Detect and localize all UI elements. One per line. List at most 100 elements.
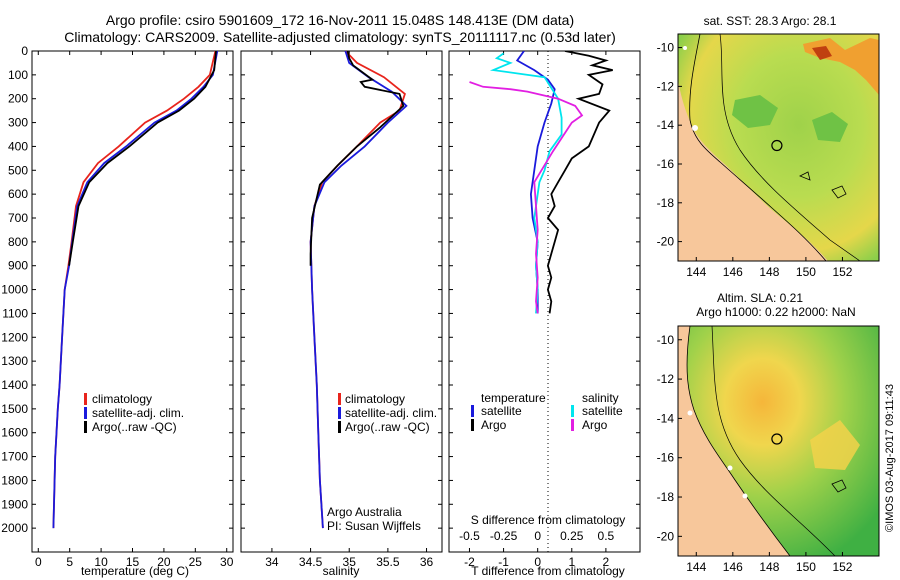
- s-tick-label: 0.25: [560, 529, 584, 543]
- sla-map-title-line-1: Altim. SLA: 0.21: [717, 291, 803, 305]
- sst-reef: [831, 185, 847, 199]
- map-x-tick-label: 146: [723, 560, 743, 574]
- map-y-tick-label: -18: [657, 196, 675, 210]
- series-line: [68, 51, 217, 266]
- y-tick-label: 200: [8, 92, 28, 106]
- sst-cool-patch: [732, 95, 778, 128]
- map-y-tick-label: -18: [657, 490, 675, 504]
- legend-swatch-s-argo: [571, 419, 574, 431]
- map-x-tick-label: 152: [832, 560, 852, 574]
- series-line: [546, 51, 613, 314]
- sla-coastline: [686, 326, 791, 556]
- salinity-legend: climatology satellite-adj. clim. Argo(..…: [338, 392, 437, 434]
- map-y-tick-label: -12: [657, 372, 675, 386]
- y-tick-label: 1600: [1, 426, 28, 440]
- map-y-tick-label: -10: [657, 333, 675, 347]
- map-x-tick-label: 144: [686, 560, 706, 574]
- sla-map-frame: [677, 325, 880, 557]
- sst-reef: [799, 171, 811, 181]
- sst-map-frame: [677, 33, 880, 262]
- legend-label-satellite: satellite-adj. clim.: [92, 406, 184, 420]
- difference-legend: temperature satellite Argo salinity sate…: [471, 391, 623, 432]
- salinity-annotation-line-1: Argo Australia: [327, 505, 402, 519]
- series-line: [309, 51, 408, 529]
- sla-map: Altim. SLA: 0.21 Argo h1000: 0.22 h2000:…: [657, 291, 880, 574]
- map-x-tick-label: 144: [686, 265, 706, 279]
- sla-isobath: [711, 326, 836, 556]
- y-tick-label: 1200: [1, 330, 28, 344]
- legend-label-s-argo: Argo: [582, 418, 608, 432]
- y-tick-label: 900: [8, 259, 28, 273]
- sst-coastline: [689, 34, 827, 261]
- sst-isobath: [719, 34, 861, 261]
- temperature-panel: 0 5 10 15 20 25 300100200300400500600700800900…: [1, 44, 233, 578]
- y-tick-label: 0: [21, 44, 28, 58]
- legend-swatch-argo: [84, 421, 87, 433]
- y-tick-label: 300: [8, 116, 28, 130]
- sla-high-patch: [810, 420, 860, 470]
- x-tick-label: 36: [420, 555, 434, 569]
- s-tick-label: -0.25: [490, 529, 518, 543]
- y-tick-label: 1000: [1, 283, 28, 297]
- y-tick-label: 700: [8, 211, 28, 225]
- y-tick-label: 1500: [1, 402, 28, 416]
- sst-island: [683, 46, 687, 50]
- legend-swatch-satellite: [338, 407, 341, 419]
- watermark: ©IMOS 03-Aug-2017 09:11:43: [884, 384, 896, 532]
- y-tick-label: 1400: [1, 378, 28, 392]
- legend-title-temperature: temperature: [481, 391, 546, 405]
- legend-swatch-t-satellite: [471, 405, 474, 417]
- legend-label-satellite: satellite-adj. clim.: [345, 406, 437, 420]
- x-tick-label: -1: [498, 555, 509, 569]
- y-tick-label: 1700: [1, 450, 28, 464]
- sst-map: sat. SST: 28.3 Argo: 28.1 144 146 148 150 15…: [657, 14, 880, 279]
- map-x-tick-label: 148: [759, 265, 779, 279]
- legend-swatch-climatology: [338, 393, 341, 405]
- title-line-2: Climatology: CARS2009. Satellite-adjuste…: [64, 29, 615, 45]
- difference-xlabel-top: S difference from climatology: [471, 513, 626, 527]
- x-tick-label: 15: [126, 555, 140, 569]
- legend-swatch-s-satellite: [571, 405, 574, 417]
- x-tick-label: 35.5: [376, 555, 400, 569]
- legend-swatch-argo: [338, 421, 341, 433]
- x-tick-label: 34: [265, 555, 279, 569]
- y-tick-label: 500: [8, 163, 28, 177]
- legend-swatch-climatology: [84, 393, 87, 405]
- legend-label-t-satellite: satellite: [481, 404, 522, 418]
- legend-label-argo: Argo(..raw -QC): [345, 420, 430, 434]
- s-tick-label: 0.5: [598, 529, 615, 543]
- y-tick-label: 600: [8, 187, 28, 201]
- sst-map-title: sat. SST: 28.3 Argo: 28.1: [704, 14, 837, 28]
- sla-island: [742, 493, 748, 499]
- map-y-tick-label: -16: [657, 451, 675, 465]
- legend-label-t-argo: Argo: [481, 418, 507, 432]
- map-y-tick-label: -14: [657, 118, 675, 132]
- sst-cool-patch: [812, 112, 848, 142]
- y-tick-label: 400: [8, 139, 28, 153]
- y-tick-label: 1800: [1, 473, 28, 487]
- salinity-axes-frame: [240, 50, 443, 553]
- legend-label-s-satellite: satellite: [582, 404, 623, 418]
- map-y-tick-label: -10: [657, 41, 675, 55]
- legend-label-climatology: climatology: [92, 392, 152, 406]
- difference-xlabel: T difference from climatology: [471, 564, 625, 578]
- map-x-tick-label: 152: [832, 265, 852, 279]
- x-tick-label: 34.5: [299, 555, 323, 569]
- x-tick-label: 20: [157, 555, 171, 569]
- y-tick-label: 100: [8, 68, 28, 82]
- map-y-tick-label: -20: [657, 529, 675, 543]
- sst-ocean-field: [678, 34, 879, 261]
- x-tick-label: 0: [534, 555, 541, 569]
- y-tick-label: 800: [8, 235, 28, 249]
- x-tick-label: -2: [464, 555, 475, 569]
- legend-label-climatology: climatology: [345, 392, 405, 406]
- salinity-annotation-line-2: PI: Susan Wijffels: [327, 519, 421, 533]
- x-tick-label: 35: [343, 555, 357, 569]
- series-line: [309, 51, 405, 266]
- map-y-tick-label: -12: [657, 79, 675, 93]
- map-x-tick-label: 148: [759, 560, 779, 574]
- x-tick-label: 2: [603, 555, 610, 569]
- map-x-tick-label: 146: [723, 265, 743, 279]
- land: [678, 326, 790, 556]
- legend-label-argo: Argo(..raw -QC): [92, 420, 177, 434]
